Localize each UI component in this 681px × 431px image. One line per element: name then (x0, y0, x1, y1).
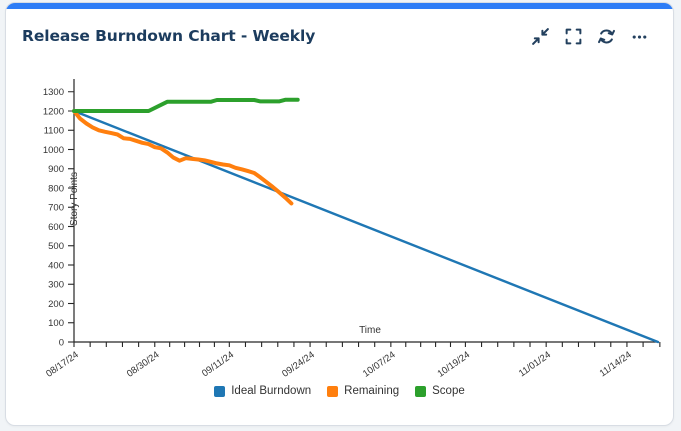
x-tick-label: 08/30/24 (125, 349, 162, 379)
series-line-ideal-burndown (72, 109, 660, 344)
refresh-button[interactable] (596, 26, 616, 46)
x-axis-ticks: 08/17/24 08/30/24 09/11/24 09/24/24 10/07/24… (44, 342, 661, 379)
x-tick-label: 09/24/24 (280, 349, 317, 379)
y-tick-label: 500 (48, 241, 64, 252)
collapse-icon (531, 27, 550, 46)
more-options-icon (630, 27, 649, 46)
legend-item-ideal-burndown[interactable]: Ideal Burndown (214, 385, 311, 397)
collapse-button[interactable] (530, 26, 550, 46)
y-tick-label: 900 (48, 164, 64, 175)
fullscreen-icon (564, 27, 583, 46)
burndown-card: Release Burndown Chart - Weekly (5, 2, 674, 426)
legend-label-ideal-burndown: Ideal Burndown (231, 385, 312, 397)
x-axis-title: Time (359, 325, 381, 336)
y-tick-label: 1200 (43, 106, 64, 117)
burndown-chart: 0 100 200 300 400 500 600 700 800 900 1000 1100 1200… (43, 79, 661, 379)
y-tick-label: 400 (48, 260, 64, 271)
series-line-scope (72, 97, 300, 113)
x-tick-label: 09/11/24 (200, 349, 236, 379)
y-tick-label: 100 (48, 318, 64, 329)
legend-swatch-scope (415, 385, 427, 397)
y-tick-label: 800 (48, 183, 64, 194)
y-tick-label: 1100 (44, 126, 64, 137)
series-line-remaining (72, 109, 294, 206)
legend-swatch-remaining (327, 385, 339, 397)
x-tick-label: 10/19/24 (436, 349, 473, 379)
y-tick-label: 200 (48, 299, 64, 310)
legend-label-scope: Scope (432, 385, 465, 397)
card-title: Release Burndown Chart - Weekly (22, 27, 316, 45)
y-tick-label: 600 (48, 222, 64, 233)
legend-item-scope[interactable]: Scope (415, 385, 465, 397)
y-tick-label: 300 (48, 280, 64, 291)
x-tick-label: 11/14/24 (598, 349, 634, 379)
x-tick-label: 10/07/24 (361, 349, 398, 379)
x-tick-label: 11/01/24 (517, 349, 553, 379)
y-axis-ticks: 0 100 200 300 400 500 600 700 800 900 1000 1100 1200… (43, 87, 74, 348)
legend-item-remaining[interactable]: Remaining (327, 385, 399, 397)
chart-legend: Ideal Burndown Remaining Scope (6, 385, 673, 397)
refresh-icon (597, 27, 616, 46)
axes (73, 79, 659, 343)
y-tick-label: 1300 (43, 87, 64, 98)
y-axis-title: Story Points (69, 172, 80, 226)
x-tick-label: 08/17/24 (44, 349, 81, 379)
card-accent-bar (6, 3, 673, 9)
y-tick-label: 1000 (43, 145, 64, 156)
card-toolbar (530, 26, 649, 46)
card-header: Release Burndown Chart - Weekly (6, 9, 673, 59)
more-options-button[interactable] (629, 26, 649, 46)
legend-swatch-ideal-burndown (214, 385, 226, 397)
fullscreen-button[interactable] (563, 26, 583, 46)
chart-area: 0 100 200 300 400 500 600 700 800 900 1000 1100 1200… (6, 59, 673, 397)
y-tick-label: 700 (48, 203, 64, 214)
y-tick-label: 0 (59, 337, 64, 348)
legend-label-remaining: Remaining (344, 385, 400, 397)
